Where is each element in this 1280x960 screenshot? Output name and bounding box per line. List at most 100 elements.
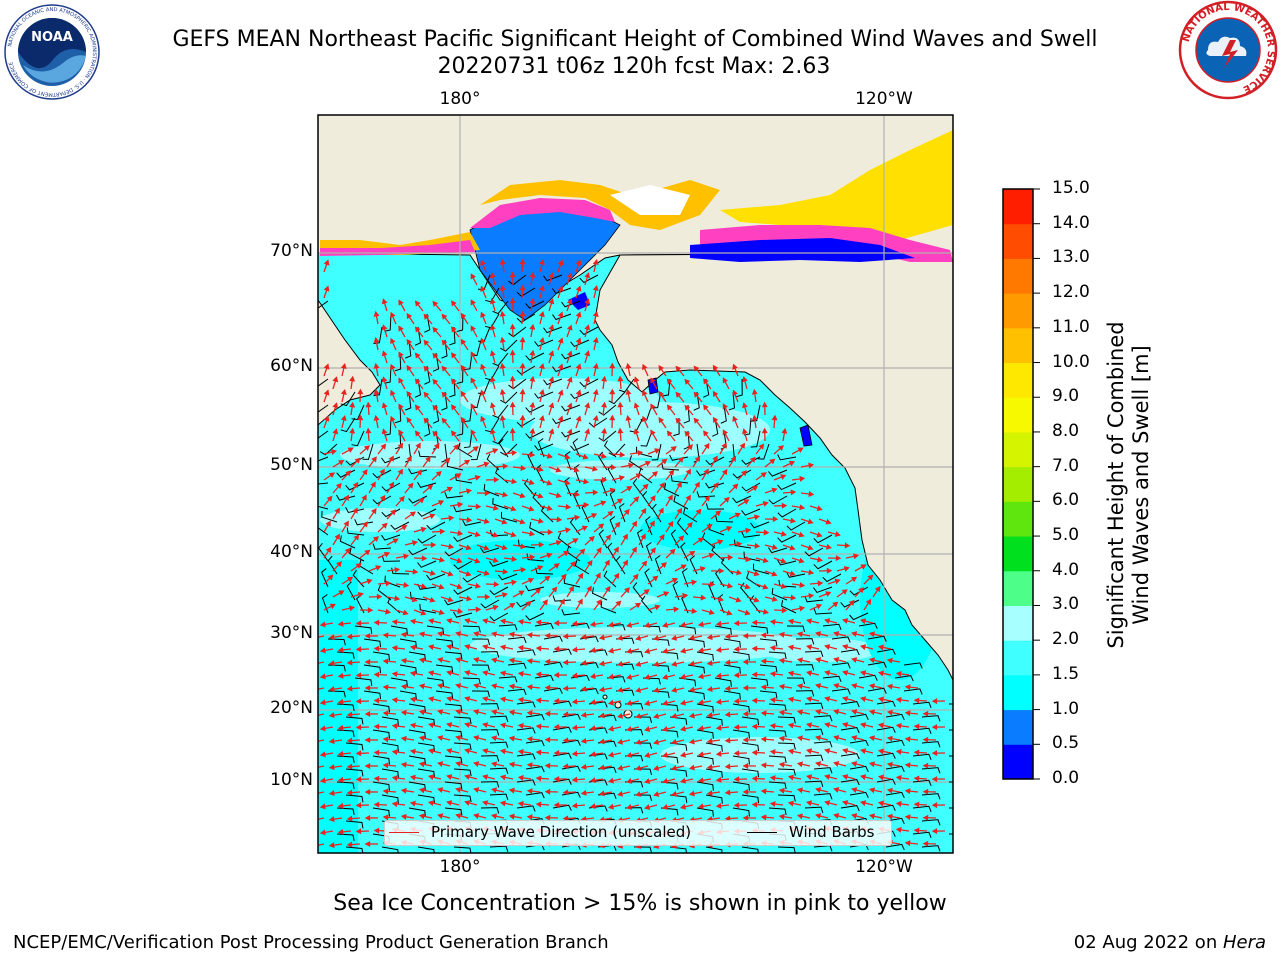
wave-arrow-head [346,737,353,744]
wave-arrow-head [726,609,733,616]
wave-arrow-head [480,285,486,292]
wind-barb [444,781,463,790]
wave-arrow-head [418,683,425,690]
wave-arrow-head [717,539,724,546]
wave-arrow-head [575,285,582,292]
wave-arrow-head [538,541,545,548]
wind-barb [795,664,815,671]
wave-arrow-head [778,735,785,742]
wind-barb [408,468,428,475]
wave-arrow-head [653,687,660,693]
colorbar-tick-label: 14.0 [1052,212,1090,233]
wave-arrow-head [460,416,467,424]
wind-barb [608,391,626,405]
wind-barb [574,559,590,575]
colorbar-tick-marks [1033,188,1040,780]
wave-arrow-head [482,644,489,651]
wave-arrow-head [860,564,867,570]
colorbar-swatch [1003,640,1033,676]
wind-barb [591,587,608,601]
wind-barb [408,703,426,713]
colorbar-swatch [1003,223,1033,259]
wind-barb [903,662,923,669]
wind-barb [561,404,581,412]
wind-barb [489,767,509,775]
wind-barb [804,728,824,735]
wave-arrow-head [509,427,516,434]
wave-arrow-head [451,326,457,333]
colorbar-tick-label: 11.0 [1052,316,1090,337]
wind-barb [640,430,653,447]
wind-barb [689,555,698,575]
wind-barb [641,595,653,614]
wind-barb [495,467,509,484]
wave-arrow-head [338,460,345,466]
colorbar-tick-label: 10.0 [1052,351,1090,372]
wave-arrow-head [580,659,587,666]
wind-barb [876,726,896,733]
wave-arrow-head [406,338,413,346]
wave-arrow-head [671,634,678,641]
nws-logo: NATIONAL WEATHER SERVICE [1178,0,1278,100]
wind-barb [346,581,356,601]
wind-barb [912,779,932,787]
wave-arrow-head [499,670,506,677]
wave-arrow-head [913,723,920,730]
wind-barb [471,638,491,646]
wave-arrow-head [364,658,371,665]
wave-arrow-head [398,403,404,410]
wave-arrow-head [400,657,407,664]
wave-arrow-head [703,430,709,437]
wave-arrow-head [381,522,388,529]
wave-arrow-head [470,377,476,384]
wave-arrow-head [544,684,551,691]
colorbar-swatch [1003,674,1033,711]
wave-arrow-head [625,362,632,369]
wind-barb [449,326,456,346]
wave-arrow-head [464,644,471,650]
wind-barb [831,662,851,669]
wave-arrow-head [390,337,396,345]
wave-arrow-head [596,599,602,606]
wind-barb [525,612,545,621]
wave-arrow-head [778,657,785,664]
wave-arrow-head [391,749,398,756]
wind-barb [804,780,824,787]
wind-barb [629,455,644,471]
wave-arrow-head [772,516,779,523]
colorbar-swatch [1003,605,1033,641]
wave-arrow-head [615,600,622,607]
wave-arrow-head [591,465,599,472]
wave-arrow-head [340,414,347,422]
wave-arrow-head [684,430,691,437]
wind-barb [768,469,788,477]
colorbar-swatch [1003,362,1033,398]
wind-barb [516,779,536,786]
wave-arrow-head [456,583,463,590]
wind-barb [696,781,714,791]
wave-arrow-head [400,735,407,742]
wind-barb [723,690,741,700]
colorbar-title-line1: Significant Height of Combined [1104,321,1128,649]
wave-arrow-head [519,362,526,369]
wind-barb [831,688,851,695]
wave-arrow-head [489,428,496,435]
wave-arrow-head [717,596,724,602]
wave-arrow-head [355,620,362,627]
wave-arrow-head [480,389,486,396]
wave-arrow-head [679,725,687,732]
wave-arrow-head [373,310,380,317]
wind-barb [705,768,723,778]
wind-barb [489,845,509,853]
wind-barb [561,430,581,438]
wave-arrow-head [691,579,698,586]
wind-barb [453,611,473,618]
wave-arrow-head [529,427,536,434]
wave-arrow-head [553,620,560,627]
wave-arrow-head [365,401,372,408]
wind-barb [345,794,364,803]
wave-arrow-head [825,518,832,525]
wave-arrow-head [519,518,526,525]
wave-arrow-head [617,427,624,434]
wave-arrow-head [644,648,651,654]
